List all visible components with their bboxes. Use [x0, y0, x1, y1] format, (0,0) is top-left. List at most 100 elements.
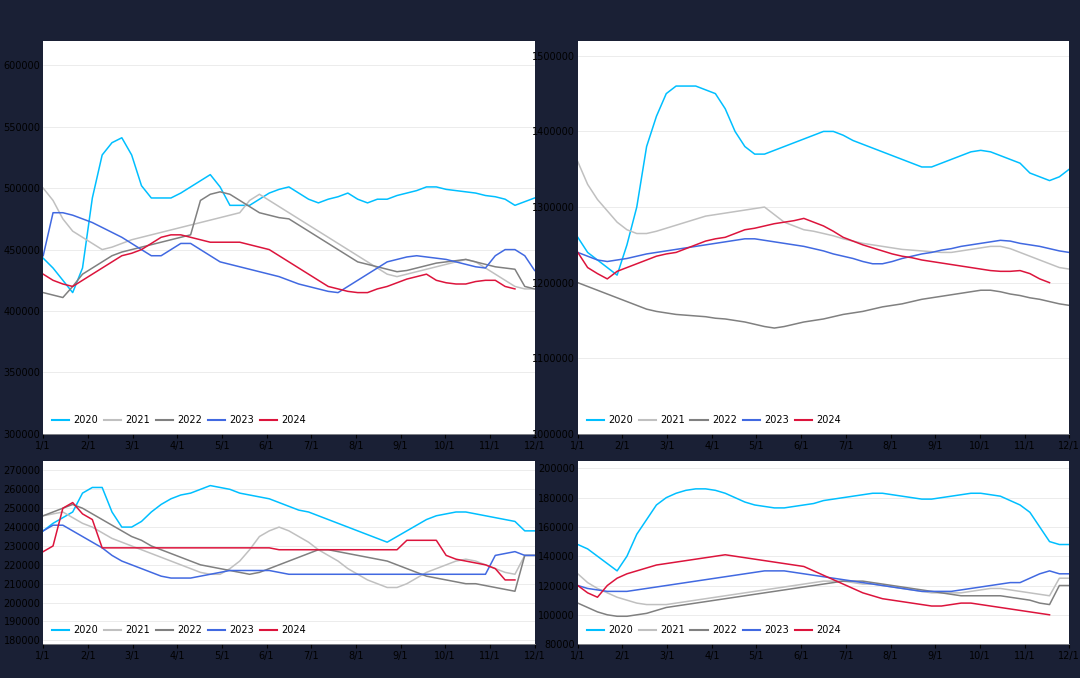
- 2023: [528, 551, 541, 559]
- 2020: [945, 155, 958, 163]
- 2024: [719, 233, 732, 241]
- 2023: [1063, 570, 1076, 578]
- 2022: [1053, 300, 1066, 308]
- 2020: [528, 527, 541, 535]
- Legend: 2020, 2021, 2022, 2023, 2024: 2020, 2021, 2022, 2023, 2024: [583, 412, 845, 429]
- Legend: 2020, 2021, 2022, 2023, 2024: 2020, 2021, 2022, 2023, 2024: [583, 622, 845, 639]
- 2021: [154, 553, 167, 561]
- 2022: [1053, 582, 1066, 590]
- 2022: [194, 561, 207, 569]
- 2024: [571, 248, 584, 256]
- 2020: [571, 540, 584, 549]
- 2024: [679, 245, 692, 253]
- 2024: [571, 582, 584, 590]
- Line: 2020: 2020: [43, 485, 535, 542]
- Line: 2024: 2024: [578, 555, 1050, 615]
- 2021: [410, 574, 423, 582]
- 2022: [729, 317, 742, 325]
- 2022: [410, 264, 423, 272]
- 2021: [391, 273, 404, 281]
- 2024: [719, 551, 732, 559]
- 2023: [866, 260, 879, 268]
- 2020: [164, 194, 177, 202]
- 2023: [381, 258, 394, 266]
- 2021: [518, 551, 531, 559]
- 2024: [1043, 611, 1056, 619]
- Line: 2023: 2023: [43, 525, 535, 578]
- 2024: [145, 239, 158, 247]
- 2020: [528, 194, 541, 202]
- 2024: [1043, 279, 1056, 287]
- 2024: [895, 252, 908, 260]
- 2022: [154, 238, 167, 246]
- 2023: [1063, 248, 1076, 256]
- Line: 2022: 2022: [578, 581, 1069, 616]
- 2024: [509, 285, 522, 293]
- 2024: [729, 229, 742, 237]
- 2022: [610, 612, 623, 620]
- 2022: [768, 324, 781, 332]
- 2023: [571, 582, 584, 590]
- 2021: [1063, 574, 1076, 582]
- 2020: [214, 183, 227, 191]
- 2021: [935, 589, 948, 597]
- 2022: [945, 591, 958, 599]
- 2024: [361, 289, 374, 297]
- 2021: [361, 258, 374, 266]
- 2023: [214, 568, 227, 576]
- 2021: [381, 583, 394, 591]
- 2024: [895, 597, 908, 605]
- 2024: [729, 552, 742, 560]
- 2021: [518, 285, 531, 293]
- 2022: [729, 593, 742, 601]
- 2020: [518, 197, 531, 205]
- 2020: [37, 254, 50, 262]
- 2023: [729, 571, 742, 579]
- 2020: [610, 567, 623, 575]
- 2020: [916, 495, 929, 503]
- 2021: [571, 157, 584, 165]
- 2024: [391, 279, 404, 287]
- 2022: [214, 188, 227, 196]
- 2020: [116, 134, 129, 142]
- 2023: [194, 245, 207, 254]
- Line: 2020: 2020: [43, 138, 535, 293]
- 2024: [194, 236, 207, 244]
- 2021: [689, 596, 702, 604]
- 2022: [679, 311, 692, 319]
- 2020: [748, 150, 761, 158]
- Line: 2022: 2022: [43, 192, 535, 298]
- 2023: [758, 567, 771, 575]
- Line: 2020: 2020: [578, 86, 1069, 275]
- 2020: [410, 521, 423, 530]
- 2020: [410, 186, 423, 195]
- 2024: [391, 546, 404, 554]
- 2021: [1063, 265, 1076, 273]
- 2023: [1053, 247, 1066, 255]
- 2020: [381, 195, 394, 203]
- 2022: [837, 577, 850, 585]
- 2021: [509, 283, 522, 291]
- 2022: [204, 191, 217, 199]
- Line: 2024: 2024: [43, 235, 515, 293]
- 2021: [679, 218, 692, 226]
- 2023: [528, 266, 541, 275]
- 2023: [945, 587, 958, 595]
- 2020: [1063, 540, 1076, 549]
- 2021: [194, 568, 207, 576]
- 2020: [1063, 165, 1076, 174]
- 2023: [46, 521, 59, 530]
- 2022: [518, 283, 531, 291]
- 2021: [905, 586, 918, 594]
- 2024: [361, 546, 374, 554]
- Line: 2021: 2021: [43, 512, 535, 587]
- 2022: [1063, 582, 1076, 590]
- 2024: [184, 233, 198, 241]
- 2021: [204, 570, 217, 578]
- 2023: [600, 587, 613, 595]
- Line: 2022: 2022: [578, 283, 1069, 328]
- 2021: [1053, 264, 1066, 272]
- 2022: [571, 279, 584, 287]
- 2020: [739, 498, 752, 506]
- 2024: [37, 548, 50, 556]
